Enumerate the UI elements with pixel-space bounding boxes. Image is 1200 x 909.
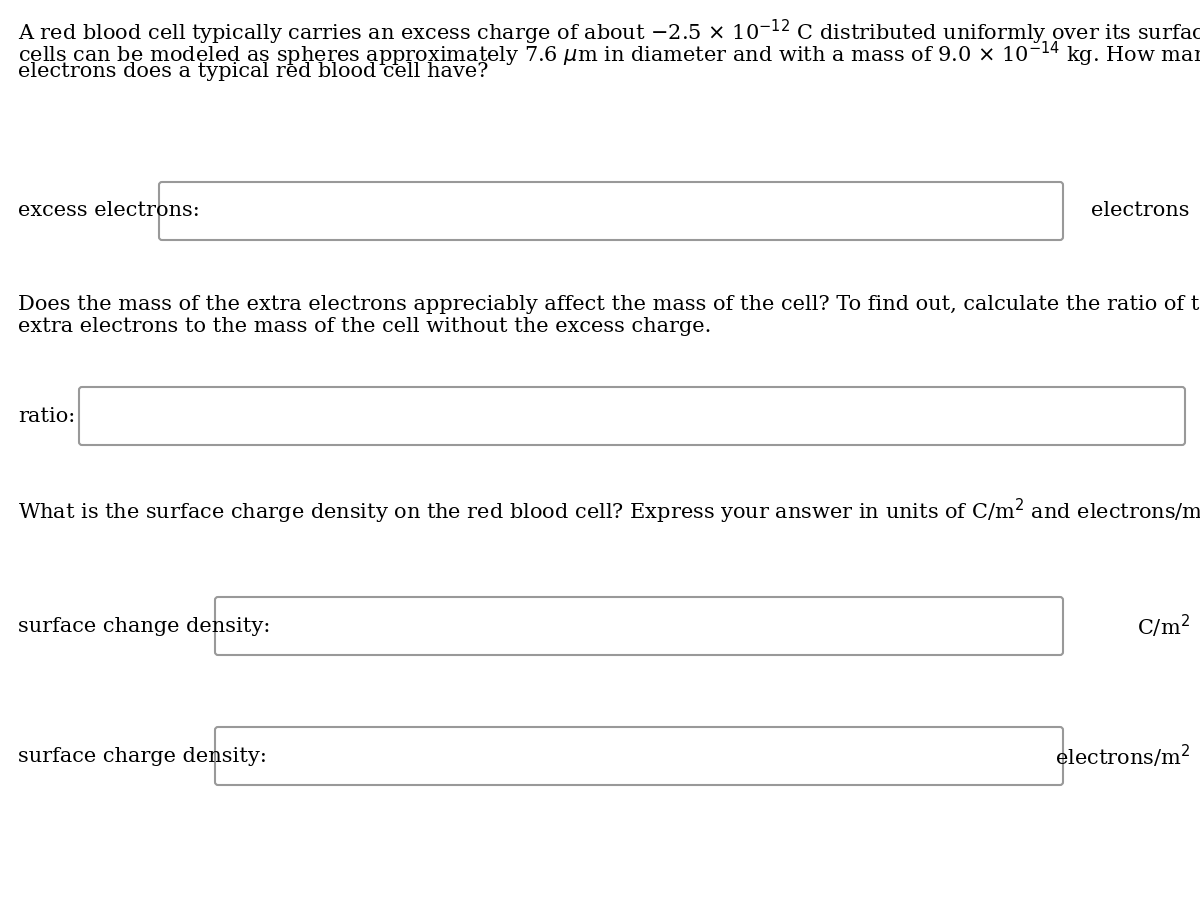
Text: surface charge density:: surface charge density:: [18, 746, 266, 765]
Text: surface change density:: surface change density:: [18, 616, 270, 635]
FancyBboxPatch shape: [215, 727, 1063, 785]
Text: C/m$^2$: C/m$^2$: [1138, 613, 1190, 640]
Text: Does the mass of the extra electrons appreciably affect the mass of the cell? To: Does the mass of the extra electrons app…: [18, 295, 1200, 314]
Text: electrons: electrons: [1092, 202, 1190, 221]
FancyBboxPatch shape: [79, 387, 1186, 445]
Text: A red blood cell typically carries an excess charge of about $-$2.5 $\times$ 10$: A red blood cell typically carries an ex…: [18, 18, 1200, 47]
Text: ratio:: ratio:: [18, 406, 76, 425]
Text: electrons/m$^2$: electrons/m$^2$: [1055, 743, 1190, 770]
FancyBboxPatch shape: [158, 182, 1063, 240]
Text: extra electrons to the mass of the cell without the excess charge.: extra electrons to the mass of the cell …: [18, 317, 712, 336]
Text: What is the surface charge density on the red blood cell? Express your answer in: What is the surface charge density on th…: [18, 497, 1200, 526]
Text: cells can be modeled as spheres approximately 7.6 $\mu$m in diameter and with a : cells can be modeled as spheres approxim…: [18, 40, 1200, 69]
Text: excess electrons:: excess electrons:: [18, 202, 199, 221]
Text: electrons does a typical red blood cell have?: electrons does a typical red blood cell …: [18, 62, 488, 81]
FancyBboxPatch shape: [215, 597, 1063, 655]
